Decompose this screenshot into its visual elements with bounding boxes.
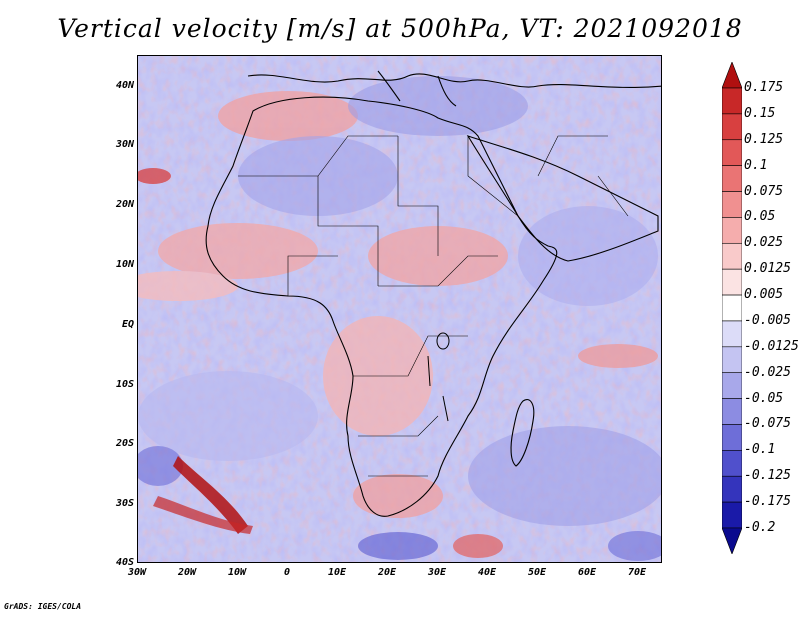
lat-tick-30s: 30S bbox=[115, 498, 134, 509]
colorbar-swatch bbox=[722, 191, 742, 218]
colorbar-swatch bbox=[722, 424, 742, 451]
colorbar-top-arrow bbox=[722, 62, 742, 89]
lon-tick-30e: 30E bbox=[427, 567, 447, 578]
colorbar-swatch bbox=[722, 242, 742, 270]
colorbar-swatch bbox=[722, 320, 742, 348]
colorbar-level-label: 0.025 bbox=[744, 235, 784, 251]
lon-tick-40e: 40E bbox=[477, 567, 497, 578]
chart-title: Vertical velocity [m/s] at 500hPa, VT: 2… bbox=[57, 14, 743, 43]
colorbar-swatch bbox=[722, 113, 742, 141]
colorbar-level-label: -0.175 bbox=[744, 494, 791, 510]
colorbar-swatch bbox=[722, 372, 742, 399]
lat-tick-40s: 40S bbox=[115, 557, 134, 568]
lakes bbox=[427, 332, 450, 422]
colorbar-bottom-arrow bbox=[722, 527, 742, 554]
country-borders bbox=[238, 135, 629, 477]
colorbar-level-label: -0.05 bbox=[744, 390, 784, 406]
coastlines bbox=[205, 70, 661, 517]
lat-tick-eq: EQ bbox=[121, 319, 134, 330]
colorbar-level-label: -0.005 bbox=[744, 312, 791, 328]
colorbar-swatch bbox=[722, 268, 742, 296]
europe-coastline bbox=[247, 73, 661, 88]
colorbar-swatch bbox=[722, 139, 742, 166]
colorbar-swatch bbox=[722, 475, 742, 503]
colorbar-swatch bbox=[722, 217, 742, 244]
colorbar-level-label: 0.0125 bbox=[744, 261, 791, 277]
colorbar-swatch bbox=[722, 346, 742, 374]
lat-tick-10n: 10N bbox=[115, 259, 134, 270]
lon-tick-20w: 20W bbox=[177, 567, 197, 578]
lon-tick-30w: 30W bbox=[127, 567, 147, 578]
map-panel bbox=[137, 55, 662, 563]
colorbar-level-label: -0.025 bbox=[744, 364, 791, 380]
lat-tick-20n: 20N bbox=[115, 199, 134, 210]
lon-tick-60e: 60E bbox=[577, 567, 597, 578]
colorbar-swatch bbox=[722, 501, 742, 529]
lat-tick-40n: 40N bbox=[115, 80, 134, 91]
colorbar-swatch bbox=[722, 398, 742, 425]
lat-tick-20s: 20S bbox=[115, 438, 134, 449]
colorbar-level-label: 0.075 bbox=[744, 183, 784, 199]
lon-tick-70e: 70E bbox=[627, 567, 647, 578]
colorbar-level-label: 0.175 bbox=[744, 80, 784, 95]
strong-rising-band bbox=[173, 456, 248, 534]
colorbar bbox=[722, 62, 742, 554]
colorbar-level-label: -0.2 bbox=[744, 520, 776, 535]
colorbar-swatch bbox=[722, 294, 742, 322]
colorbar-level-label: 0.15 bbox=[744, 105, 776, 121]
lon-tick-50e: 50E bbox=[527, 567, 547, 578]
lat-tick-30n: 30N bbox=[115, 139, 134, 150]
vertical-velocity-map bbox=[138, 56, 661, 562]
lon-tick-0: 0 bbox=[283, 567, 291, 578]
africa-coastline bbox=[205, 96, 558, 517]
colorbar-level-label: -0.125 bbox=[744, 468, 791, 484]
madagascar bbox=[510, 399, 535, 467]
lat-tick-10s: 10S bbox=[115, 379, 134, 390]
colorbar-level-label: -0.1 bbox=[744, 442, 776, 458]
colorbar-level-label: 0.125 bbox=[744, 131, 784, 147]
colorbar-swatch bbox=[722, 87, 742, 115]
colorbar-level-label: -0.075 bbox=[744, 416, 791, 432]
colorbar-level-label: 0.05 bbox=[744, 209, 776, 225]
lon-tick-10e: 10E bbox=[327, 567, 347, 578]
colorbar-level-label: -0.0125 bbox=[744, 338, 799, 354]
colorbar-level-label: 0.1 bbox=[744, 157, 768, 173]
colorbar-swatch bbox=[722, 165, 742, 192]
credit-text: GrADS: IGES/COLA bbox=[4, 602, 82, 611]
lon-tick-10w: 10W bbox=[227, 567, 247, 578]
colorbar-level-label: 0.005 bbox=[744, 287, 784, 303]
lon-tick-20e: 20E bbox=[377, 567, 397, 578]
colorbar-swatch bbox=[722, 450, 742, 477]
arabian-peninsula bbox=[466, 135, 659, 262]
